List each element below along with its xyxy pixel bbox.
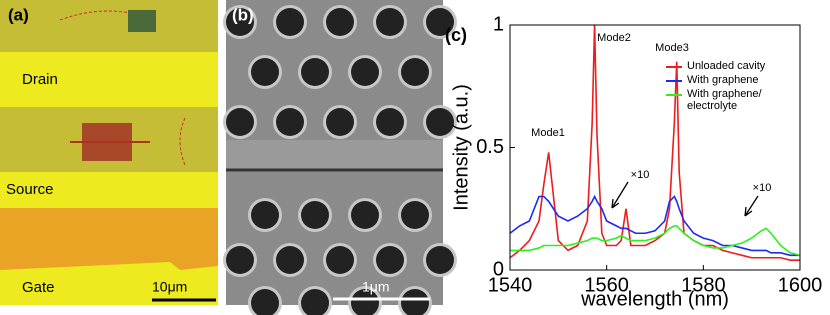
hole	[376, 8, 404, 36]
x-tick-label: 1580	[681, 274, 726, 296]
series-line	[510, 225, 801, 257]
legend-label: With graphene/ electrolyte	[687, 88, 762, 112]
legend-swatch	[666, 94, 682, 96]
annotation: Mode2	[597, 32, 631, 44]
label: Drain	[22, 71, 58, 88]
hole	[326, 246, 354, 274]
hole	[226, 246, 254, 274]
arrow	[611, 181, 629, 209]
hole	[276, 108, 304, 136]
hole	[426, 246, 454, 274]
hole	[426, 108, 454, 136]
legend-swatch	[666, 80, 682, 82]
label: Gate	[22, 279, 55, 296]
x-tick-label: 1540	[488, 274, 533, 296]
panel-label: (c)	[445, 25, 467, 45]
hole	[226, 8, 254, 36]
plot-frame	[509, 24, 801, 271]
hole	[251, 58, 279, 86]
hole	[351, 201, 379, 229]
legend-entry: Unloaded cavity	[666, 60, 796, 72]
panel-b: (b) 1μm	[223, 0, 457, 315]
hole	[426, 8, 454, 36]
series-line	[509, 194, 800, 257]
hole	[301, 201, 329, 229]
annotation: Mode3	[655, 42, 689, 54]
hole	[301, 289, 329, 315]
panel-label: (b)	[232, 5, 254, 24]
annotation: Mode1	[531, 127, 565, 139]
scale-label: 1μm	[362, 279, 390, 295]
hole	[326, 108, 354, 136]
legend-swatch	[666, 66, 682, 68]
annotation: ×10	[631, 169, 650, 181]
annotation: ×10	[753, 182, 772, 194]
legend: Unloaded cavity With graphene With graphen…	[666, 60, 796, 114]
hole	[276, 8, 304, 36]
hole	[251, 201, 279, 229]
panel-a: (a) Drain Source Gate 10μm	[0, 0, 218, 305]
y-axis-label: Intensity (a.u.)	[450, 84, 472, 211]
hole	[401, 58, 429, 86]
panel-label: (a)	[8, 5, 29, 24]
y-tick-label: 0.5	[476, 136, 504, 158]
y-tick-label: 1	[493, 13, 504, 35]
hole	[376, 246, 404, 274]
x-tick-label: 1560	[584, 274, 629, 296]
label: Source	[6, 181, 54, 198]
hole	[276, 246, 304, 274]
x-axis-label: wavelength (nm)	[580, 288, 729, 310]
legend-entry: With graphene	[666, 74, 796, 86]
x-tick-label: 1600	[778, 274, 823, 296]
hole	[226, 108, 254, 136]
legend-label: Unloaded cavity	[687, 60, 766, 72]
hole	[351, 58, 379, 86]
hole	[376, 108, 404, 136]
hole	[401, 289, 429, 315]
hole	[351, 289, 379, 315]
scale-label: 10μm	[152, 279, 187, 295]
legend-entry: With graphene/ electrolyte	[666, 88, 796, 112]
legend-label: With graphene	[687, 74, 759, 86]
y-tick-label: 0	[493, 258, 504, 280]
series-line	[509, 24, 800, 261]
hole	[401, 201, 429, 229]
hole	[301, 58, 329, 86]
hole	[326, 8, 354, 36]
arrow	[744, 195, 759, 217]
hole	[251, 289, 279, 315]
